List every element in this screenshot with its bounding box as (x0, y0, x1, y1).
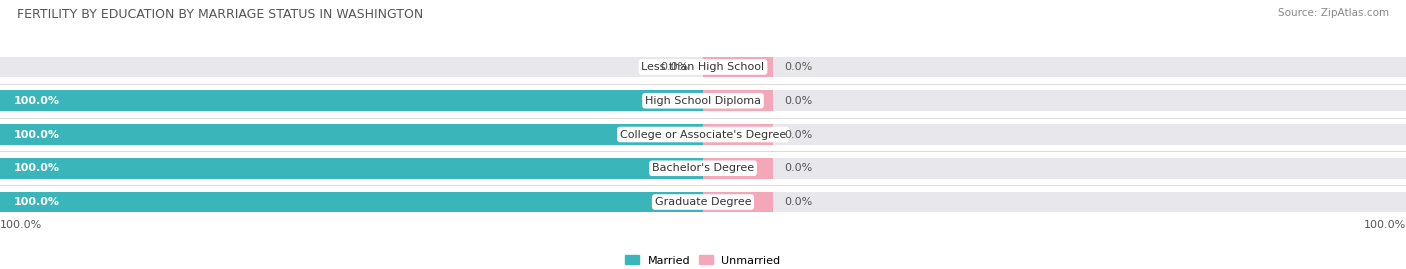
Text: FERTILITY BY EDUCATION BY MARRIAGE STATUS IN WASHINGTON: FERTILITY BY EDUCATION BY MARRIAGE STATU… (17, 8, 423, 21)
Bar (0, 158, 1406, 179)
Text: 0.0%: 0.0% (785, 197, 813, 207)
Bar (0, 90, 1406, 111)
Bar (0, 56, 1406, 77)
Text: 0.0%: 0.0% (785, 96, 813, 106)
Text: 100.0%: 100.0% (14, 129, 60, 140)
Bar (0, 158, 703, 179)
Bar (0, 124, 703, 145)
Bar (0, 192, 703, 213)
Bar (703, 124, 773, 145)
Bar (0, 90, 703, 111)
Text: 0.0%: 0.0% (785, 163, 813, 173)
Text: 0.0%: 0.0% (785, 62, 813, 72)
Bar (0, 192, 1406, 213)
Text: 100.0%: 100.0% (1364, 220, 1406, 229)
Text: Graduate Degree: Graduate Degree (655, 197, 751, 207)
Text: 0.0%: 0.0% (661, 62, 689, 72)
Bar (0, 124, 1406, 145)
Text: 100.0%: 100.0% (0, 220, 42, 229)
Bar (703, 192, 773, 213)
Text: Bachelor's Degree: Bachelor's Degree (652, 163, 754, 173)
Text: 100.0%: 100.0% (14, 163, 60, 173)
Text: 0.0%: 0.0% (785, 129, 813, 140)
Text: 100.0%: 100.0% (14, 96, 60, 106)
Bar (703, 158, 773, 179)
Text: Source: ZipAtlas.com: Source: ZipAtlas.com (1278, 8, 1389, 18)
Bar (703, 90, 773, 111)
Bar (703, 56, 773, 77)
Text: High School Diploma: High School Diploma (645, 96, 761, 106)
Text: College or Associate's Degree: College or Associate's Degree (620, 129, 786, 140)
Legend: Married, Unmarried: Married, Unmarried (621, 251, 785, 269)
Text: 100.0%: 100.0% (14, 197, 60, 207)
Text: Less than High School: Less than High School (641, 62, 765, 72)
